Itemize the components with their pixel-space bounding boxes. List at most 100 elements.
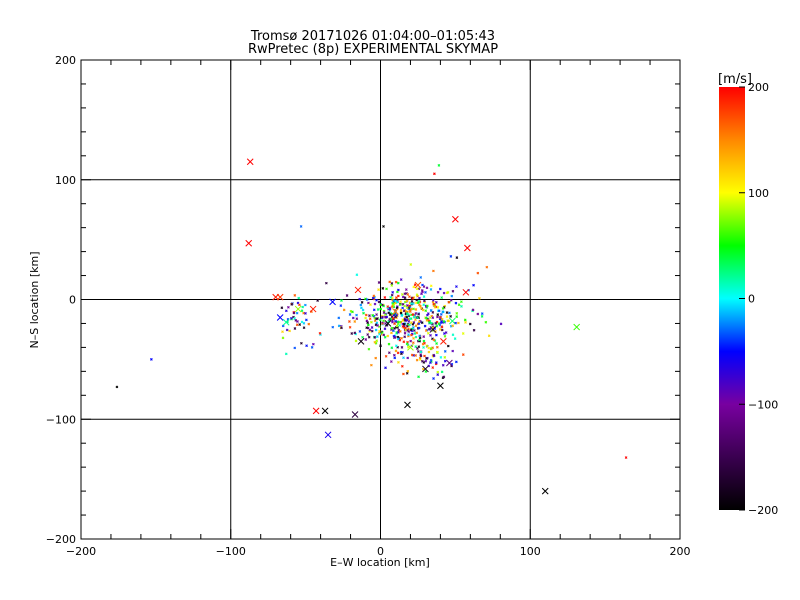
- cluster-point: [454, 301, 458, 305]
- cluster-point: [429, 347, 433, 350]
- cluster-point: [446, 344, 450, 348]
- cluster-point: [423, 354, 426, 358]
- cluster-point: [415, 358, 419, 362]
- cluster-point: [402, 356, 405, 360]
- cluster-point: [423, 299, 426, 303]
- small-point: [437, 164, 441, 167]
- cluster-point: [411, 297, 415, 300]
- cluster-point: [419, 354, 423, 358]
- colorbar: [m/s] 200 100 0 −100 −200: [718, 72, 778, 517]
- cluster-point: [468, 322, 472, 326]
- cluster-point: [442, 320, 446, 323]
- cluster-point: [348, 313, 352, 316]
- cross-point: [407, 344, 414, 351]
- cluster-point: [432, 302, 436, 306]
- cluster-point: [396, 290, 399, 294]
- cluster-point: [383, 315, 387, 319]
- cluster-point: [284, 352, 288, 356]
- small-point: [433, 172, 436, 176]
- cluster-point: [419, 304, 422, 308]
- cluster-point: [436, 290, 440, 294]
- cross-point: [309, 305, 317, 313]
- cluster-point: [374, 328, 378, 332]
- cluster-point: [403, 296, 407, 300]
- cluster-point: [405, 306, 409, 310]
- chart-subtitle: RwPretec (8p) EXPERIMENTAL SKYMAP: [248, 42, 498, 57]
- cluster-point: [340, 299, 343, 302]
- cluster-point: [375, 313, 378, 316]
- y-tick-labels: −200 −100 0 100 200: [46, 54, 76, 546]
- cluster-point: [394, 349, 398, 353]
- cluster-point: [431, 298, 435, 302]
- cluster-point: [402, 309, 406, 313]
- cluster-point: [383, 327, 387, 331]
- cluster-point: [385, 287, 388, 291]
- cluster-point: [408, 295, 411, 299]
- colorbar-label: [m/s]: [718, 72, 752, 87]
- cluster-point: [366, 321, 370, 324]
- cross-point: [384, 320, 392, 327]
- cluster-point: [442, 375, 446, 379]
- cross-point: [392, 308, 399, 315]
- cluster-point: [437, 309, 441, 313]
- cluster-point: [442, 291, 446, 295]
- cluster-point: [410, 353, 414, 357]
- cluster-point: [410, 307, 413, 311]
- cluster-point: [425, 316, 428, 320]
- cluster-point: [415, 287, 419, 291]
- cluster-point: [449, 315, 452, 318]
- cluster-point: [416, 316, 419, 319]
- cluster-point: [421, 359, 424, 363]
- cluster-point: [284, 309, 288, 313]
- y-axis-label: N–S location [km]: [28, 251, 41, 348]
- cluster-point: [487, 334, 491, 338]
- cluster-point: [461, 353, 465, 356]
- grid-lines: [81, 60, 680, 539]
- cluster-point: [316, 299, 319, 302]
- cluster-point: [400, 352, 403, 356]
- cluster-point: [365, 319, 369, 323]
- cluster-point: [370, 320, 373, 324]
- cross-point: [440, 338, 447, 345]
- cluster-point: [422, 285, 426, 288]
- cluster-point: [484, 320, 488, 324]
- small-point: [449, 255, 453, 258]
- cluster-point: [367, 301, 370, 305]
- cluster-point: [390, 296, 394, 300]
- cluster-point: [416, 301, 420, 304]
- cross-point: [276, 293, 284, 301]
- cross-point: [452, 215, 459, 223]
- cluster-point: [295, 323, 299, 327]
- cluster-point: [414, 318, 417, 322]
- cluster-point: [393, 353, 396, 357]
- cluster-point: [431, 311, 435, 314]
- cluster-point: [354, 339, 358, 343]
- cluster-point: [389, 296, 392, 299]
- cluster-point: [396, 337, 400, 341]
- cluster-point: [374, 356, 378, 360]
- cluster-point: [414, 312, 418, 315]
- cluster-point: [375, 321, 379, 325]
- cluster-point: [429, 334, 432, 337]
- cluster-point: [413, 332, 417, 335]
- cluster-point: [366, 333, 370, 336]
- cluster-point: [414, 308, 418, 311]
- colorbar-tick-label: 200: [748, 81, 769, 94]
- cluster-point: [455, 315, 459, 319]
- cluster-point: [404, 310, 408, 313]
- cluster-point: [381, 315, 384, 319]
- cluster-point: [435, 350, 439, 354]
- cluster-point: [380, 331, 384, 334]
- cluster-point: [403, 318, 407, 322]
- cluster-point: [460, 300, 463, 304]
- cluster-point: [415, 331, 419, 335]
- cross-point: [429, 326, 437, 333]
- cluster-point: [339, 304, 343, 307]
- small-point: [455, 256, 459, 259]
- cross-point: [357, 338, 365, 345]
- cluster-point: [403, 335, 407, 339]
- cluster-point: [451, 324, 455, 328]
- cluster-point: [387, 351, 391, 355]
- cluster-point: [337, 324, 341, 328]
- cross-point: [312, 407, 320, 415]
